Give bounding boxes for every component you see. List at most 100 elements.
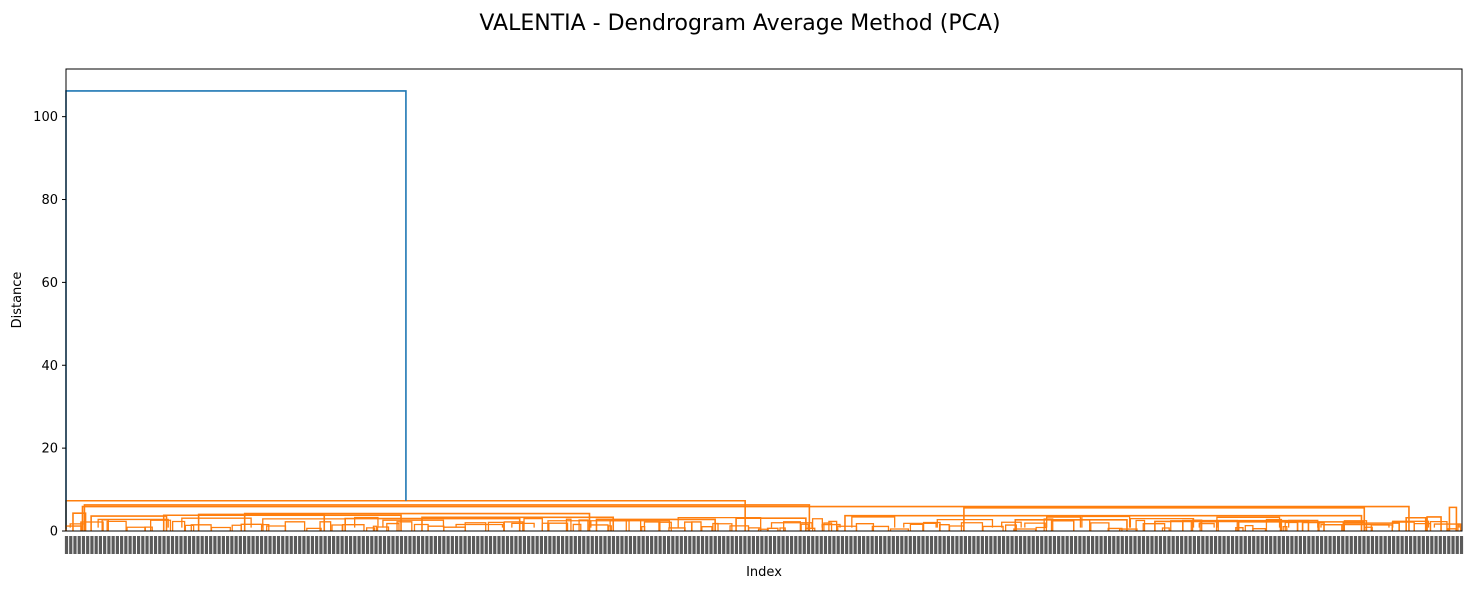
leaf-tick-label (1303, 536, 1307, 554)
y-tick-label: 20 (41, 442, 58, 457)
cluster-link-small (1043, 518, 1054, 531)
leaf-tick-label (459, 536, 463, 554)
leaf-tick-label (395, 536, 399, 554)
leaf-tick-label (929, 536, 934, 554)
x-axis-label: Index (746, 565, 782, 580)
leaf-tick-label (463, 536, 467, 554)
leaf-tick-label (170, 536, 175, 554)
cluster-link-small (144, 526, 153, 531)
leaf-tick-label (497, 536, 501, 554)
leaf-tick-label (934, 536, 938, 554)
leaf-tick-label (471, 536, 476, 554)
cluster-link (421, 516, 615, 531)
leaf-tick-label (166, 536, 170, 554)
cluster-link (90, 515, 168, 531)
cluster-link-small (464, 522, 487, 531)
cluster-link (1405, 516, 1427, 531)
leaf-tick-label (153, 536, 158, 554)
leaf-tick-label (98, 536, 103, 554)
leaf-tick-label (1107, 536, 1112, 554)
leaf-tick-label (853, 536, 857, 554)
cluster-link-mid (1288, 519, 1319, 528)
leaf-tick-label (709, 536, 713, 554)
cluster-link-small (260, 523, 270, 531)
leaf-tick-label (840, 536, 845, 554)
leaf-tick-label (1447, 536, 1451, 554)
cluster-link-mid (547, 520, 591, 528)
cluster-link-small (1429, 520, 1448, 531)
cluster-link-small (266, 525, 287, 531)
cluster-link-small (372, 525, 377, 531)
cluster-link-mid (590, 520, 671, 528)
leaf-tick-label (946, 536, 951, 554)
leaf-tick-label (544, 536, 548, 554)
leaf-tick-label (883, 536, 887, 554)
leaf-tick-label (717, 536, 722, 554)
leaf-tick-label (616, 536, 620, 554)
leaf-tick-label (688, 536, 692, 554)
leaf-tick-label (488, 536, 493, 554)
dendrogram-links (65, 90, 1458, 531)
leaf-tick-label (1409, 536, 1413, 554)
y-tick-label: 100 (33, 110, 58, 125)
leaf-tick-label (476, 536, 480, 554)
leaf-tick-label (760, 536, 764, 554)
leaf-tick-label (879, 536, 883, 554)
cluster-link-mid (851, 516, 896, 528)
cluster-link-small (1135, 519, 1146, 531)
cluster-link-small (1217, 519, 1238, 531)
leaf-tick-label (1273, 536, 1277, 554)
leaf-tick-label (429, 536, 433, 554)
leaf-tick-label (607, 536, 611, 554)
leaf-tick-label (747, 536, 751, 554)
cluster-link-mid (1320, 523, 1390, 528)
leaf-tick-label (1442, 536, 1447, 554)
cluster-link-small (714, 523, 733, 531)
leaf-tick-label (552, 536, 556, 554)
leaf-tick-label (730, 536, 734, 554)
cluster-link-small (342, 524, 365, 531)
leaf-tick-label (768, 536, 772, 554)
cluster-link-small (578, 519, 589, 531)
leaf-tick-label (857, 536, 862, 554)
leaf-tick-label (1451, 536, 1455, 554)
cluster-link-small (1142, 523, 1166, 531)
y-tick-label: 0 (50, 525, 58, 540)
cluster-link-small (396, 521, 413, 531)
leaf-tick-label (1120, 536, 1124, 554)
leaf-tick-label (446, 536, 450, 554)
leaf-tick-label (323, 536, 327, 554)
leaf-tick-label (866, 536, 870, 554)
cluster-link-small (80, 521, 104, 531)
leaf-tick-label (276, 536, 281, 554)
cluster-link-mid (1081, 515, 1131, 528)
cluster-link-mid (821, 523, 841, 528)
cluster-link-small (386, 522, 400, 531)
leaf-tick-label (175, 536, 179, 554)
cluster-link-small (691, 521, 702, 531)
leaf-tick-label (1345, 536, 1349, 554)
cluster-link (1342, 522, 1400, 531)
cluster-link-small (547, 522, 569, 531)
leaf-tick-label (594, 536, 599, 554)
leaf-tick-label (1256, 536, 1260, 554)
leaf-tick-label (1235, 536, 1239, 554)
leaf-tick-label (230, 536, 234, 554)
cluster-link-small (1302, 521, 1319, 531)
leaf-tick-label (281, 536, 285, 554)
leaf-tick-label (77, 536, 81, 554)
leaf-tick-label (493, 536, 497, 554)
cluster-link-small (1050, 520, 1075, 531)
leaf-tick-label (450, 536, 454, 554)
leaf-tick-label (1290, 536, 1294, 554)
cluster-link-small (365, 527, 376, 531)
top-merge-link (65, 90, 407, 529)
leaf-tick-label (179, 536, 183, 554)
leaf-tick-label (1434, 536, 1438, 554)
cluster-link-small (1343, 520, 1368, 531)
leaf-tick-label (158, 536, 162, 554)
leaf-tick-label (1112, 536, 1116, 554)
y-axis-label: Distance (10, 272, 25, 329)
leaf-tick-label (1247, 536, 1252, 554)
cluster-link-mid (511, 522, 535, 528)
